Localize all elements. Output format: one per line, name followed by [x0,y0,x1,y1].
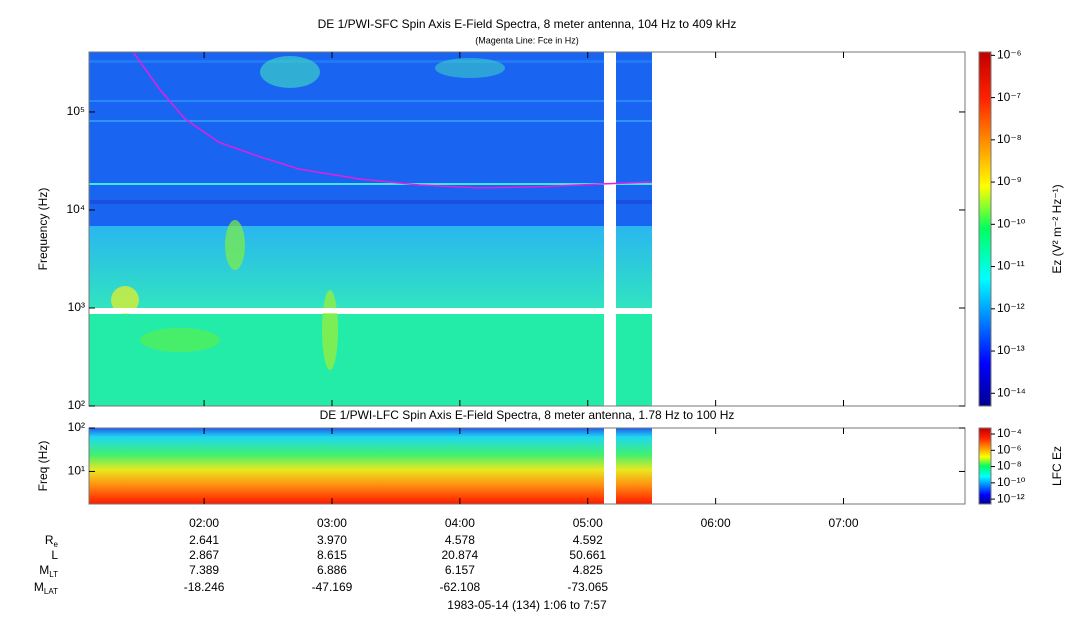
ephemeris-label: L [51,548,58,562]
ephemeris-label-text: M [34,580,44,594]
colorbar-tick-label: 10⁻¹² [997,491,1025,505]
colorbar-tick-label: 10⁻¹⁰ [997,216,1026,230]
colorbar [978,427,992,505]
y-tick-label: 10¹ [68,464,85,478]
colorbar-tick-label: 10⁻⁸ [997,132,1022,146]
chart-title: DE 1/PWI-LFC Spin Axis E-Field Spectra, … [320,408,735,422]
plot-frame [88,427,966,505]
chart-subtitle: (Magenta Line: Fce in Hz) [475,35,579,45]
ephemeris-label-sub: LT [49,570,58,579]
x-tick-label: 03:00 [317,516,347,530]
ephemeris-label: Re [45,533,59,549]
colorbar-tick-label: 10⁻⁴ [997,426,1022,440]
ephemeris-value: 20.874 [442,548,479,562]
y-tick-label: 10² [68,420,85,434]
ephemeris-label-sub: LAT [44,587,58,596]
y-axis-label: Frequency (Hz) [36,188,50,271]
ephemeris-label-text: M [39,563,49,577]
ephemeris-value: 4.578 [445,533,475,547]
colorbar-tick-label: 10⁻¹³ [997,343,1025,357]
ephemeris-value: 4.592 [573,533,603,547]
colorbar-tick-label: 10⁻¹⁴ [997,385,1026,399]
colorbar-label: Ez (V² m⁻² Hz⁻¹) [1050,184,1064,273]
x-tick-label: 04:00 [445,516,475,530]
chart-title: DE 1/PWI-SFC Spin Axis E-Field Spectra, … [318,17,737,31]
ephemeris-value: -47.169 [312,580,353,594]
colorbar-tick-label: 10⁻¹¹ [997,259,1025,273]
spectrogram-background [89,52,652,504]
ephemeris-label: MLT [39,563,58,579]
ephemeris-label-sub: e [54,540,59,549]
ephemeris-label-text: L [51,548,58,562]
x-tick-label: 06:00 [701,516,731,530]
y-tick-label: 10⁴ [66,202,85,216]
footer: 1983-05-14 (134) 1:06 to 7:57 [447,598,607,612]
ephemeris-value: -18.246 [184,580,225,594]
ephemeris-label: MLAT [34,580,58,596]
x-tick-label: 05:00 [573,516,603,530]
colorbar-tick-label: 10⁻¹² [997,301,1025,315]
ephemeris-value: 2.867 [189,548,219,562]
ephemeris-value: 50.661 [569,548,606,562]
colorbar-tick-label: 10⁻¹⁰ [997,475,1026,489]
ephemeris-value: 3.970 [317,533,347,547]
colorbar-label: LFC Ez [1050,446,1064,486]
ephemeris-value: 2.641 [189,533,219,547]
ephemeris-value: 7.389 [189,563,219,577]
ephemeris-value: 8.615 [317,548,347,562]
ephemeris-value: 4.825 [573,563,603,577]
colorbar [978,51,992,407]
ephemeris-value: -62.108 [440,580,481,594]
ephemeris-value: 6.157 [445,563,475,577]
fce-line [133,52,652,189]
y-tick-label: 10³ [68,300,85,314]
y-tick-label: 10² [68,398,85,412]
x-tick-label: 02:00 [189,516,219,530]
colorbar-tick-label: 10⁻⁸ [997,459,1022,473]
y-axis-label: Freq (Hz) [36,441,50,492]
ephemeris-value: 6.886 [317,563,347,577]
ephemeris-value: -73.065 [567,580,608,594]
colorbar-tick-label: 10⁻⁶ [997,442,1022,456]
y-tick-label: 10⁵ [67,104,85,118]
plot-frame [88,51,966,407]
x-tick-label: 07:00 [828,516,858,530]
colorbar-tick-label: 10⁻⁹ [997,174,1022,188]
colorbar-tick-label: 10⁻⁷ [997,90,1021,104]
ephemeris-label-text: R [45,533,54,547]
colorbar-tick-label: 10⁻⁶ [997,48,1022,62]
